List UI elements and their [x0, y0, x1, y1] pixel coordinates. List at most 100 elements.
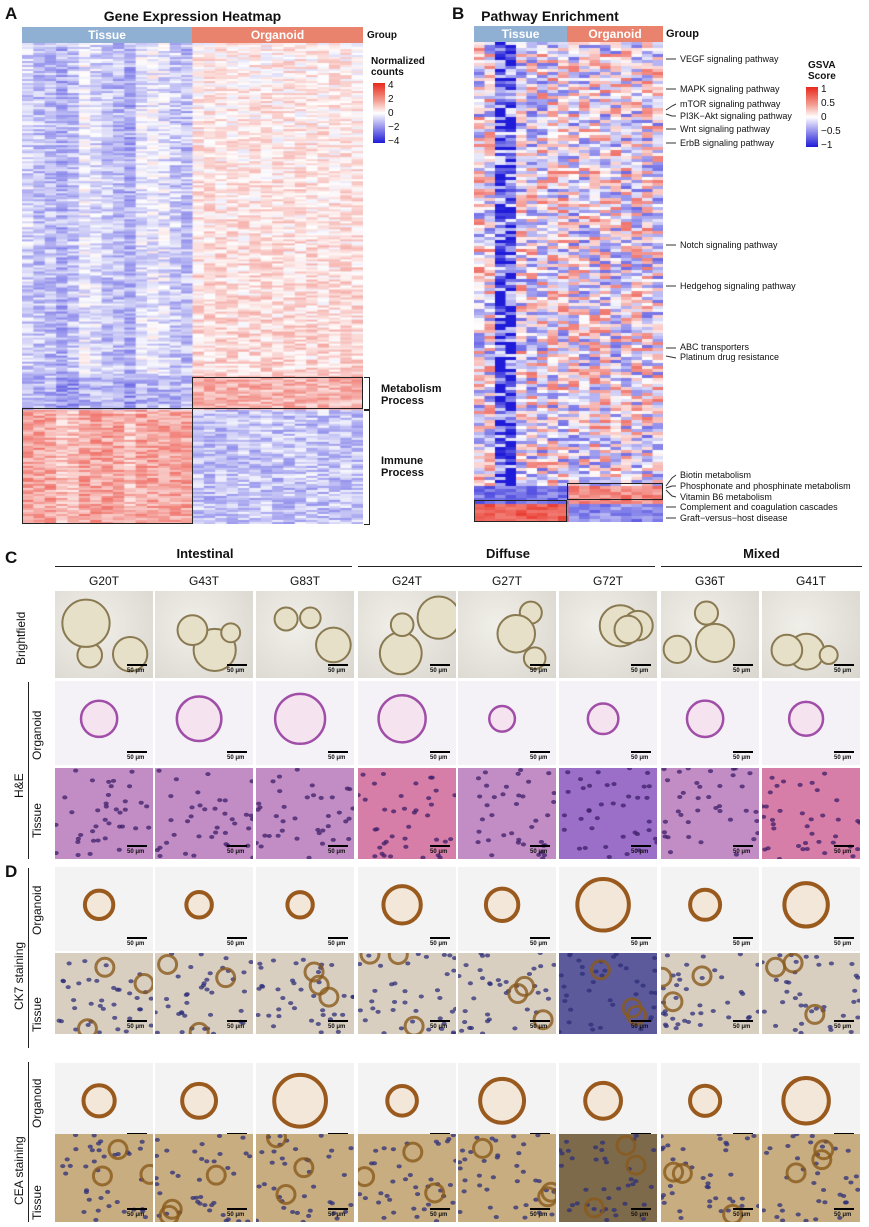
scale-bar	[834, 1208, 854, 1210]
scale-label: 50 μm	[631, 755, 649, 761]
micrograph-bright: 50 μm	[559, 591, 657, 678]
micrograph-cea-tis: 50 μm	[55, 1134, 153, 1222]
micrograph-cea-tis: 50 μm	[256, 1134, 354, 1222]
micrograph-cea-org: 50 μm	[458, 1063, 556, 1147]
legend-title-b: GSVA Score	[808, 60, 836, 82]
scale-bar	[733, 1020, 753, 1022]
scale-label: 50 μm	[227, 1212, 245, 1218]
pathway-label: Vitamin B6 metabolism	[680, 492, 772, 502]
category-line-intestinal	[55, 566, 352, 567]
micrograph-he-org: 50 μm	[256, 681, 354, 765]
legend-tick-b: 0.5	[821, 98, 835, 109]
micrograph-bright: 50 μm	[661, 591, 759, 678]
scale-label: 50 μm	[631, 849, 649, 855]
micrograph-ck-tis: 50 μm	[256, 953, 354, 1034]
legend-title-a: Normalized counts	[371, 56, 425, 78]
row-label-tissue-he: Tissue	[30, 803, 44, 838]
scale-bar	[127, 1208, 147, 1210]
scale-bar	[430, 751, 450, 753]
scale-label: 50 μm	[834, 941, 852, 947]
scale-bar	[631, 1208, 651, 1210]
scale-label: 50 μm	[733, 941, 751, 947]
micrograph-cea-tis: 50 μm	[155, 1134, 253, 1222]
scale-label: 50 μm	[127, 941, 145, 947]
micrograph-he-tis: 50 μm	[458, 768, 556, 859]
scale-bar	[328, 751, 348, 753]
scale-label: 50 μm	[530, 849, 548, 855]
micrograph-bright: 50 μm	[155, 591, 253, 678]
panel-letter-d: D	[5, 862, 18, 881]
pathway-enrichment-heatmap	[474, 42, 663, 522]
scale-bar	[631, 664, 651, 666]
immune-label: Immune Process	[381, 455, 424, 479]
scale-label: 50 μm	[631, 1212, 649, 1218]
group-label-he: H&E	[12, 773, 26, 798]
scale-bar	[430, 1208, 450, 1210]
pathway-label: VEGF signaling pathway	[680, 54, 779, 64]
scale-bar	[328, 937, 348, 939]
sample-label: G72T	[592, 574, 623, 588]
he-group-line	[28, 682, 29, 859]
row-label-organoid-cea: Organoid	[30, 1078, 44, 1128]
group-bar-tissue-b: Tissue	[474, 26, 567, 42]
scale-bar	[127, 937, 147, 939]
sample-label: G41T	[795, 574, 826, 588]
micrograph-cea-org: 50 μm	[358, 1063, 456, 1147]
micrograph-he-org: 50 μm	[661, 681, 759, 765]
micrograph-ck-org: 50 μm	[256, 867, 354, 951]
panel-letter-a: A	[5, 4, 18, 23]
scale-bar	[328, 1020, 348, 1022]
scale-label: 50 μm	[328, 1212, 346, 1218]
group-bar-organoid-a: Organoid	[192, 27, 363, 43]
scale-bar	[328, 1208, 348, 1210]
scale-bar	[733, 664, 753, 666]
metabolism-box-b	[567, 483, 663, 500]
sample-label: G24T	[391, 574, 422, 588]
pathway-connector-lines	[665, 58, 677, 519]
micrograph-ck-org: 50 μm	[559, 867, 657, 951]
immune-bracket	[364, 409, 370, 525]
scale-bar	[733, 751, 753, 753]
legend-colorbar-a	[373, 83, 385, 143]
micrograph-bright: 50 μm	[458, 591, 556, 678]
scale-bar	[328, 845, 348, 847]
micrograph-cea-org: 50 μm	[762, 1063, 860, 1147]
group-bar-tissue-a: Tissue	[22, 27, 192, 43]
micrograph-he-tis: 50 μm	[155, 768, 253, 859]
scale-label: 50 μm	[631, 1024, 649, 1030]
scale-label: 50 μm	[733, 849, 751, 855]
micrograph-he-org: 50 μm	[559, 681, 657, 765]
micrograph-ck-org: 50 μm	[762, 867, 860, 951]
micrograph-he-org: 50 μm	[55, 681, 153, 765]
micrograph-ck-org: 50 μm	[358, 867, 456, 951]
pathway-label: mTOR signaling pathway	[680, 99, 781, 109]
micrograph-he-org: 50 μm	[762, 681, 860, 765]
row-label-organoid-he: Organoid	[30, 710, 44, 760]
micrograph-ck-org: 50 μm	[155, 867, 253, 951]
metabolism-label: Metabolism Process	[381, 383, 442, 407]
pathway-label: ABC transporters	[680, 342, 750, 352]
micrograph-ck-tis: 50 μm	[661, 953, 759, 1034]
legend-tick-a: −4	[388, 136, 400, 147]
scale-label: 50 μm	[227, 941, 245, 947]
legend-tick-a: 0	[388, 108, 394, 119]
scale-label: 50 μm	[430, 1212, 448, 1218]
scale-label: 50 μm	[227, 755, 245, 761]
pathway-label: Graft−versus−host disease	[680, 513, 788, 523]
micrograph-bright: 50 μm	[55, 591, 153, 678]
pathway-label: ErbB signaling pathway	[680, 138, 775, 148]
scale-label: 50 μm	[733, 1024, 751, 1030]
row-label-organoid-ck7: Organoid	[30, 885, 44, 935]
micrograph-cea-tis: 50 μm	[661, 1134, 759, 1222]
scale-bar	[227, 1208, 247, 1210]
scale-bar	[733, 845, 753, 847]
scale-label: 50 μm	[530, 1212, 548, 1218]
micrograph-ck-tis: 50 μm	[559, 953, 657, 1034]
scale-bar	[430, 1020, 450, 1022]
scale-label: 50 μm	[328, 941, 346, 947]
sample-label: G83T	[289, 574, 320, 588]
scale-bar	[227, 751, 247, 753]
scale-label: 50 μm	[733, 668, 751, 674]
micrograph-cea-tis: 50 μm	[762, 1134, 860, 1222]
micrograph-ck-tis: 50 μm	[458, 953, 556, 1034]
